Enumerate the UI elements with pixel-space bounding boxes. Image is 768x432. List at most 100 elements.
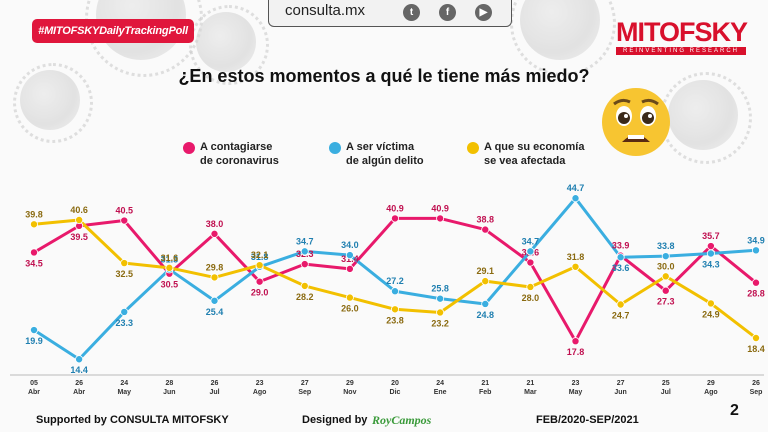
x-tick-label-month: Jun [614,389,626,396]
data-label: 29.8 [206,262,224,272]
website-bar: consulta.mx t f ▶ [268,0,512,27]
x-tick-label-month: Mar [524,389,537,396]
data-point [752,333,761,342]
worried-face-icon [602,88,670,156]
data-point [706,249,715,258]
data-label: 34.9 [747,235,765,245]
x-tick-label-day: 28 [165,380,173,387]
chart-title: ¿En estos momentos a qué le tiene más mi… [178,66,590,86]
data-label: 27.3 [657,297,675,307]
legend-line-2: de algún delito [346,155,424,167]
x-tick-label-month: Abr [28,389,40,396]
youtube-icon[interactable]: ▶ [475,4,492,21]
data-label: 31.6 [161,253,179,263]
data-label: 31.8 [251,252,269,262]
data-label: 18.4 [747,344,765,354]
site-link[interactable]: consulta.mx [285,2,366,19]
x-tick-label-month: Nov [343,389,356,396]
data-label: 24.9 [702,309,720,319]
data-label: 32.1 [251,250,269,260]
x-tick-label-day: 29 [346,380,354,387]
data-point [29,326,38,335]
x-tick-label-month: Jul [661,389,671,396]
x-tick-label-month: Abr [73,389,85,396]
page-number: 2 [730,402,739,419]
data-label: 23.3 [115,318,133,328]
data-label: 25.8 [431,284,449,294]
data-point [436,308,445,317]
data-point [481,225,490,234]
data-label: 24.7 [612,311,630,321]
data-point [526,282,535,291]
x-tick-label-day: 20 [391,380,399,387]
x-tick-label-month: Feb [479,389,491,396]
data-point [75,216,84,225]
data-point [120,216,129,225]
legend-line-1: A que su economía [484,141,585,153]
data-point [120,307,129,316]
data-point [29,220,38,229]
data-point [571,262,580,271]
data-point [210,229,219,238]
data-label: 28.8 [747,289,765,299]
data-point [255,277,264,286]
data-label: 39.8 [25,209,43,219]
x-tick-label-month: Dic [390,389,401,396]
x-tick-label-month: Sep [750,389,763,396]
data-point [752,278,761,287]
data-point [526,258,535,267]
data-label: 28.2 [296,292,314,302]
data-point [390,305,399,314]
data-label: 34.3 [702,259,720,269]
x-tick-label-month: May [569,389,583,396]
legend-line-1: A ser víctima [346,141,415,153]
data-label: 29.0 [251,288,269,298]
data-point [661,272,670,281]
data-label: 31.3 [161,254,179,264]
legend-item-coronavirus: A contagiarse de coronavirus [183,140,279,168]
data-point [300,281,309,290]
data-label: 23.2 [431,318,449,328]
x-tick-label-month: May [117,389,131,396]
data-label: 28.0 [522,293,540,303]
twitter-icon[interactable]: t [403,4,420,21]
data-point [210,273,219,282]
facebook-icon[interactable]: f [439,4,456,21]
legend-dot-yellow [467,142,479,154]
legend-dot-pink [183,142,195,154]
data-point [616,300,625,309]
legend-item-delito: A ser víctima de algún delito [329,140,424,168]
data-point [120,259,129,268]
data-label: 40.9 [386,203,404,213]
data-label: 27.2 [386,276,404,286]
data-point [706,242,715,251]
x-tick-label-day: 26 [75,380,83,387]
x-tick-label-day: 24 [120,380,128,387]
legend-line-2: de coronavirus [200,155,279,167]
data-point [29,248,38,257]
data-label: 33.8 [657,241,675,251]
data-label: 34.5 [25,258,43,268]
x-tick-label-month: Sep [298,389,311,396]
data-label: 34.7 [522,236,540,246]
x-tick-label-month: Ago [253,389,267,396]
data-point [345,293,354,302]
data-label: 30.0 [657,261,675,271]
chart-legend: A contagiarse de coronavirus A ser vícti… [0,140,768,180]
designer-signature: RoyCampos [372,413,432,427]
data-point [571,337,580,346]
data-point [75,355,84,364]
data-point [345,251,354,260]
x-tick-label-day: 27 [301,380,309,387]
x-tick-label-day: 05 [30,380,38,387]
data-label: 39.5 [70,232,88,242]
mitofsky-logo: MITOFSKY REINVENTING RESEARCH [616,18,748,55]
data-point [752,246,761,255]
data-label: 40.5 [115,206,133,216]
x-tick-label-day: 25 [662,380,670,387]
data-point [571,194,580,203]
data-label: 40.9 [431,203,449,213]
legend-item-economia: A que su economía se vea afectada [467,140,585,168]
